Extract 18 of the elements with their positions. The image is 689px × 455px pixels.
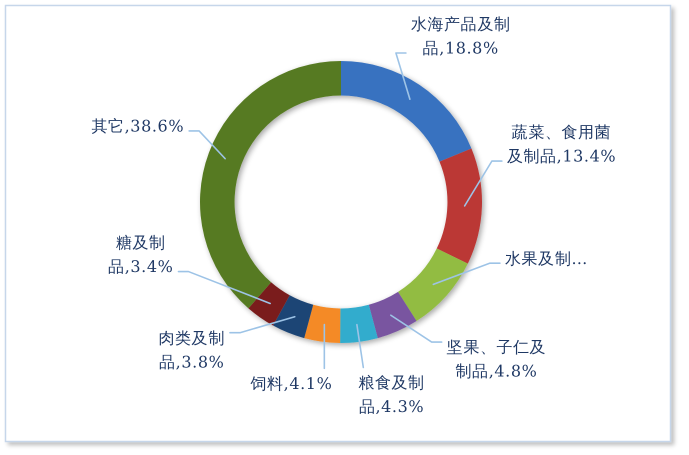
donut-slice: [341, 61, 472, 162]
donut-slice: [273, 295, 314, 338]
slice-label: 肉类及制品,3.8%: [158, 328, 225, 372]
slice-label: 水果及制…: [504, 248, 588, 268]
slice-label: 糖及制品,3.4%: [108, 233, 174, 276]
donut-slice: [436, 148, 482, 264]
donut-slice: [200, 61, 341, 308]
slice-label: 坚果、子仁及制品,4.8%: [446, 338, 546, 381]
slice-label: 饲料,4.1%: [249, 374, 332, 393]
donut-slice: [340, 304, 378, 343]
donut-slice: [398, 248, 468, 322]
donut-slice: [368, 292, 417, 338]
donut-slice: [304, 304, 340, 343]
slice-label: 蔬菜、食用菌及制品,13.4%: [506, 122, 616, 166]
slice-label: 水海产品及制品,18.8%: [410, 14, 511, 58]
slice-label: 粮食及制品,4.3%: [358, 373, 425, 416]
slice-label: 其它,38.6%: [91, 116, 184, 136]
donut-slice: [248, 282, 290, 326]
